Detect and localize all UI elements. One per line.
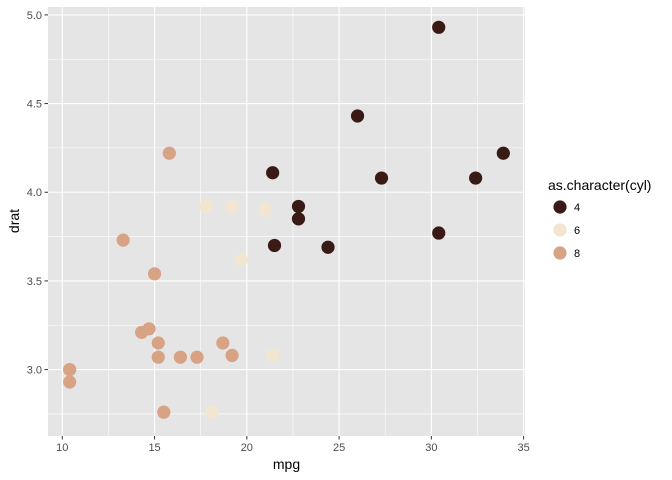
data-point-cyl-4 xyxy=(432,226,446,240)
data-point-cyl-8 xyxy=(162,146,176,160)
data-points xyxy=(63,20,510,419)
y-tick-label: 5.0 xyxy=(27,10,42,22)
data-point-cyl-4 xyxy=(432,20,446,34)
x-tick-label: 20 xyxy=(241,442,253,454)
legend-label-6: 6 xyxy=(574,225,580,237)
minor-gridlines xyxy=(48,7,525,436)
data-point-cyl-4 xyxy=(291,212,306,226)
x-tick-label: 15 xyxy=(148,442,160,454)
legend: as.character(cyl) 4 6 8 xyxy=(548,177,651,260)
data-point-cyl-4 xyxy=(496,146,510,160)
data-point-cyl-4 xyxy=(266,166,280,180)
data-point-cyl-8 xyxy=(157,405,171,419)
y-axis: 3.0 3.5 4.0 4.5 5.0 xyxy=(27,10,48,377)
data-point-cyl-4 xyxy=(291,199,306,214)
data-point-cyl-4 xyxy=(321,240,335,254)
data-point-cyl-6 xyxy=(258,203,272,217)
major-gridlines xyxy=(48,7,525,436)
data-point-cyl-8 xyxy=(151,336,165,350)
legend-key-8 xyxy=(553,246,567,260)
x-axis: 10 15 20 25 30 35 xyxy=(56,436,530,454)
data-point-cyl-6 xyxy=(199,199,213,214)
legend-key-6 xyxy=(553,223,567,237)
data-point-cyl-8 xyxy=(173,350,187,364)
data-point-cyl-4 xyxy=(350,109,365,123)
data-point-cyl-6 xyxy=(225,199,239,214)
data-point-cyl-4 xyxy=(374,171,389,185)
x-tick-label: 25 xyxy=(333,442,345,454)
legend-title: as.character(cyl) xyxy=(548,177,651,193)
data-point-cyl-8 xyxy=(151,350,165,364)
data-point-cyl-6 xyxy=(234,253,248,267)
y-tick-label: 3.5 xyxy=(27,276,42,288)
data-point-cyl-8 xyxy=(142,322,156,336)
y-tick-label: 4.0 xyxy=(27,187,42,199)
data-point-cyl-4 xyxy=(469,171,483,185)
data-point-cyl-4 xyxy=(267,238,282,253)
data-point-cyl-8 xyxy=(116,233,130,247)
legend-label-4: 4 xyxy=(574,202,580,214)
x-tick-label: 30 xyxy=(425,442,437,454)
y-axis-title: drat xyxy=(6,209,22,233)
y-tick-label: 4.5 xyxy=(27,99,42,111)
legend-label-8: 8 xyxy=(574,248,580,260)
x-tick-label: 35 xyxy=(517,442,529,454)
data-point-cyl-8 xyxy=(190,350,204,364)
data-point-cyl-8 xyxy=(216,336,230,350)
plot-panel xyxy=(48,7,525,436)
data-point-cyl-6 xyxy=(205,405,219,419)
legend-key-4 xyxy=(553,200,567,214)
x-tick-label: 10 xyxy=(56,442,68,454)
x-axis-title: mpg xyxy=(273,456,300,472)
data-point-cyl-8 xyxy=(63,375,77,389)
data-point-cyl-8 xyxy=(63,362,77,377)
data-point-cyl-8 xyxy=(147,267,162,281)
data-point-cyl-6 xyxy=(266,348,280,362)
y-tick-label: 3.0 xyxy=(27,365,42,377)
data-point-cyl-8 xyxy=(225,348,239,362)
